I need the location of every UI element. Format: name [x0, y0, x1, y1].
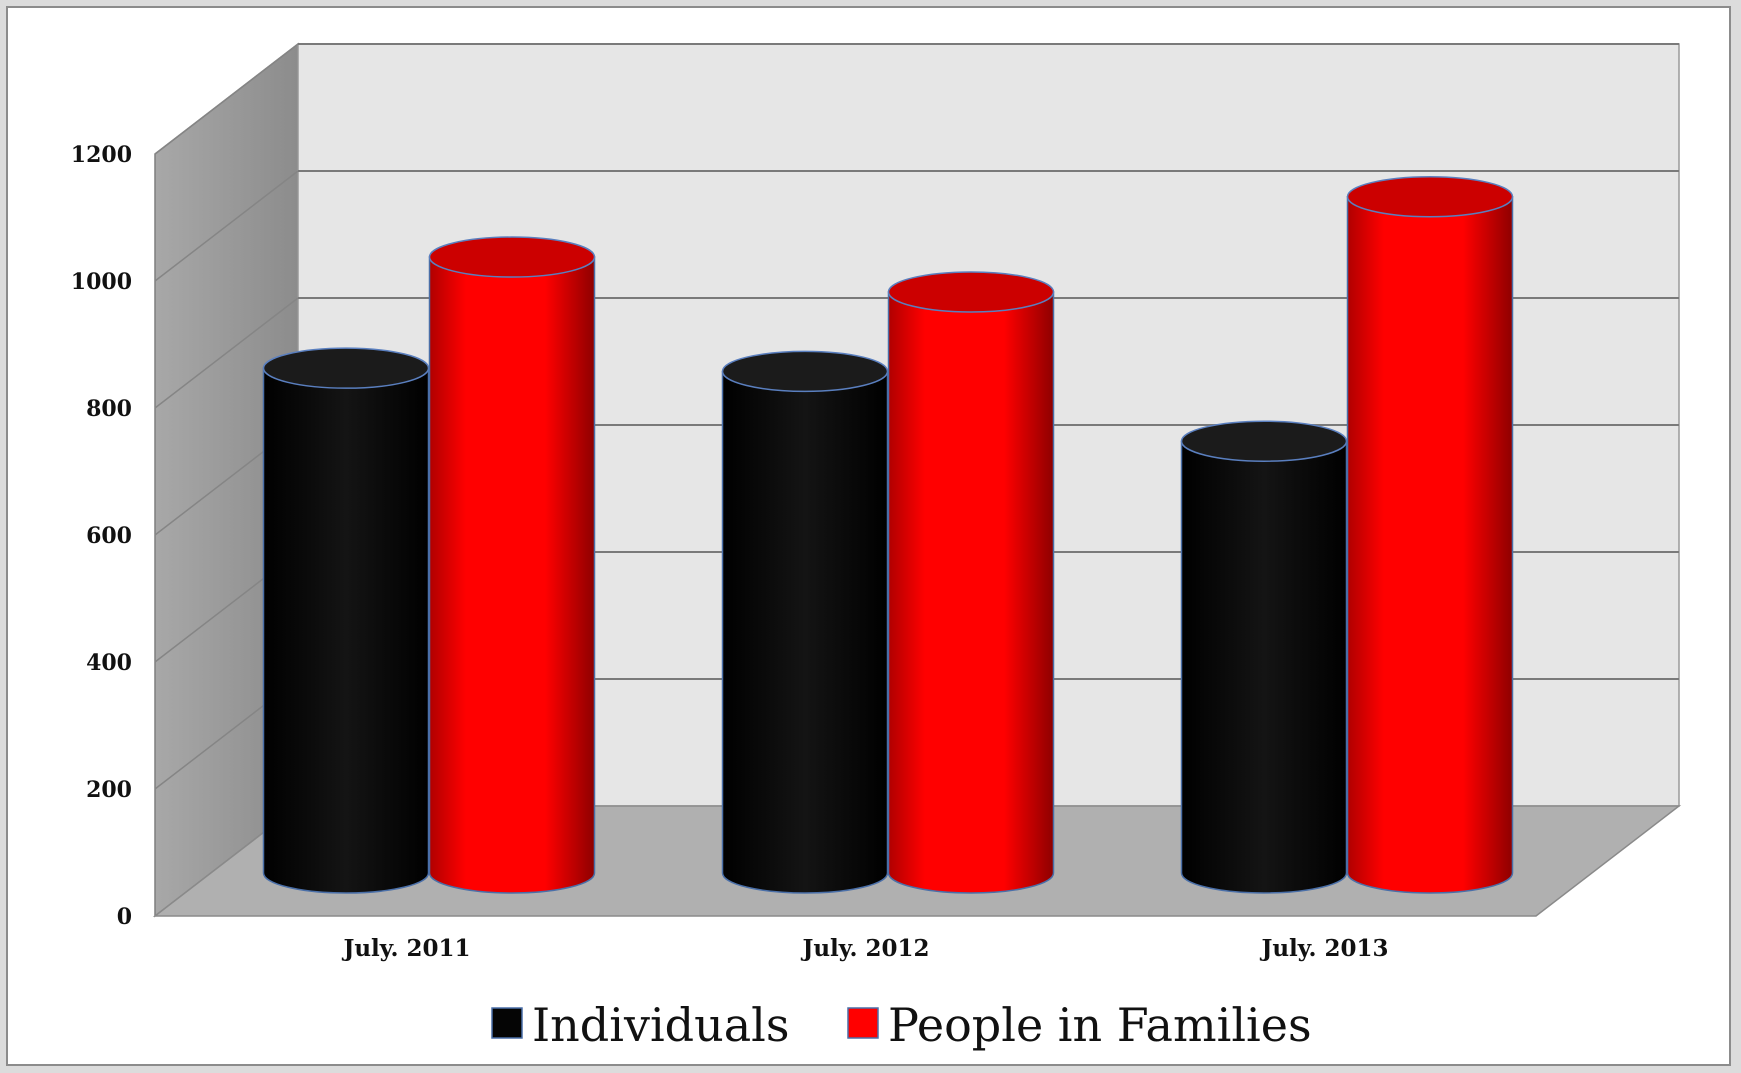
y-tick-label: 0: [117, 904, 132, 930]
bar: [1180, 420, 1348, 894]
legend-label: Individuals: [532, 998, 789, 1052]
x-tick-label: July. 2012: [800, 935, 929, 962]
bar-top: [1180, 420, 1348, 462]
bar-top: [262, 347, 430, 389]
bar-top: [1346, 175, 1514, 218]
legend-swatch: [847, 1007, 879, 1039]
bar: [262, 347, 430, 894]
bar-body: [887, 291, 1055, 894]
legend-item: Individuals: [491, 998, 789, 1052]
bar-body: [721, 370, 889, 894]
y-axis-ticks: 0 200 400 600 800 1000 1200: [71, 142, 132, 930]
y-tick-label: 200: [86, 777, 132, 803]
y-tick-label: 600: [86, 523, 132, 549]
bars: [262, 175, 1514, 894]
x-tick-label: July. 2013: [1259, 935, 1388, 962]
bar-body: [1346, 195, 1514, 894]
gridline-side: [154, 43, 299, 155]
bar-body: [1180, 440, 1348, 894]
legend-item: People in Families: [847, 998, 1312, 1052]
legend-swatch: [491, 1007, 523, 1039]
bar-top: [428, 236, 596, 278]
bar-top: [887, 271, 1055, 313]
bar: [428, 236, 596, 894]
legend: Individuals People in Families: [491, 998, 1312, 1052]
x-axis-labels: July. 2011 July. 2012 July. 2013: [341, 935, 1388, 962]
bar-body: [262, 367, 430, 894]
gridline-side: [154, 297, 299, 409]
bar: [887, 271, 1055, 894]
bar-body: [428, 256, 596, 894]
y-tick-label: 1200: [71, 142, 132, 168]
bar-top: [721, 350, 889, 393]
legend-label: People in Families: [888, 998, 1312, 1052]
y-tick-label: 400: [86, 650, 132, 676]
bar: [721, 350, 889, 894]
bar: [1346, 175, 1514, 894]
y-tick-label: 800: [86, 396, 132, 422]
gridline-side: [154, 170, 299, 282]
chart-frame: 0 200 400 600 800 1000 1200 July. 2011 July. 20…: [6, 6, 1731, 1066]
x-tick-label: July. 2011: [341, 935, 470, 962]
y-tick-label: 1000: [71, 269, 132, 295]
